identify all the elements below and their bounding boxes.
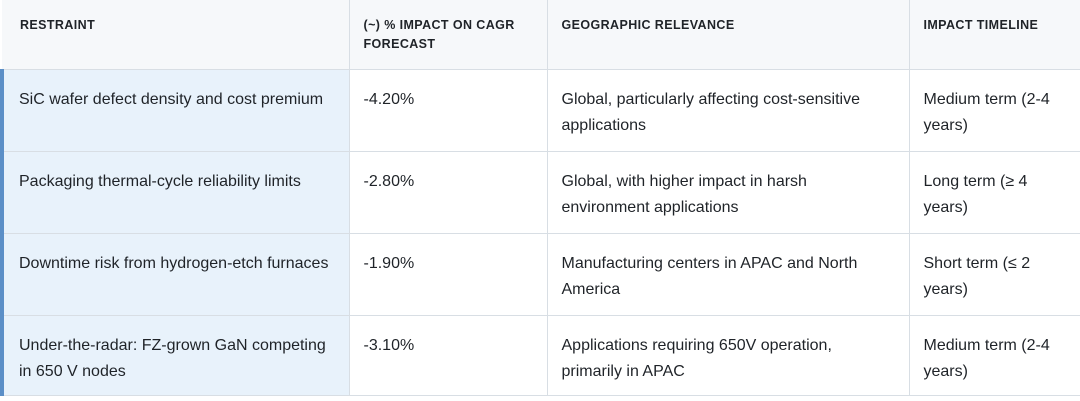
geography-cell: Manufacturing centers in APAC and North … bbox=[547, 233, 910, 316]
restraint-cell: SiC wafer defect density and cost premiu… bbox=[0, 69, 350, 152]
impact-cell: -4.20% bbox=[349, 69, 548, 152]
header-restraint: RESTRAINT bbox=[2, 0, 350, 70]
timeline-cell: Medium term (2-4 years) bbox=[909, 315, 1080, 396]
geography-cell: Global, particularly affecting cost-sens… bbox=[547, 69, 910, 152]
header-geographic-relevance: GEOGRAPHIC RELEVANCE bbox=[547, 0, 910, 70]
table-row: Under-the-radar: FZ-grown GaN competing … bbox=[0, 315, 1080, 396]
header-impact-timeline: IMPACT TIMELINE bbox=[909, 0, 1080, 70]
table-header: RESTRAINT (~) % IMPACT ON CAGR FORECAST … bbox=[2, 0, 1080, 70]
restraint-cell: Packaging thermal-cycle reliability limi… bbox=[0, 151, 350, 234]
header-row: RESTRAINT (~) % IMPACT ON CAGR FORECAST … bbox=[2, 0, 1080, 70]
geography-cell: Global, with higher impact in harsh envi… bbox=[547, 151, 910, 234]
timeline-cell: Short term (≤ 2 years) bbox=[909, 233, 1080, 316]
table-body: SiC wafer defect density and cost premiu… bbox=[0, 69, 1080, 396]
impact-cell: -3.10% bbox=[349, 315, 548, 396]
impact-cell: -2.80% bbox=[349, 151, 548, 234]
header-cagr-impact: (~) % IMPACT ON CAGR FORECAST bbox=[349, 0, 548, 70]
table-row: Packaging thermal-cycle reliability limi… bbox=[0, 151, 1080, 234]
table-row: SiC wafer defect density and cost premiu… bbox=[0, 69, 1080, 152]
restraint-cell: Under-the-radar: FZ-grown GaN competing … bbox=[0, 315, 350, 396]
geography-cell: Applications requiring 650V operation, p… bbox=[547, 315, 910, 396]
impact-cell: -1.90% bbox=[349, 233, 548, 316]
restraint-cell: Downtime risk from hydrogen-etch furnace… bbox=[0, 233, 350, 316]
timeline-cell: Medium term (2-4 years) bbox=[909, 69, 1080, 152]
timeline-cell: Long term (≥ 4 years) bbox=[909, 151, 1080, 234]
table-row: Downtime risk from hydrogen-etch furnace… bbox=[0, 233, 1080, 316]
